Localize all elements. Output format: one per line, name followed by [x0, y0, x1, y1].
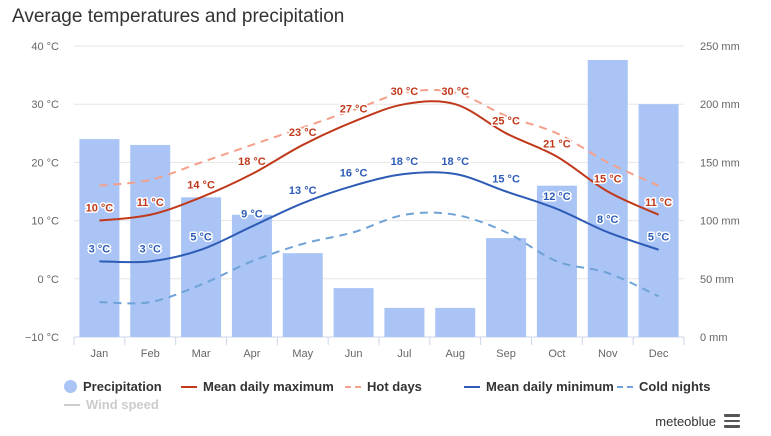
legend-item-precipitation[interactable]: Precipitation	[64, 379, 162, 394]
hot-days-line	[99, 89, 659, 187]
precipitation-bar	[130, 144, 171, 337]
y-right-tick-label: 200 mm	[700, 99, 740, 111]
x-tick-label: Nov	[598, 348, 618, 360]
y-left-tick-label: −10 °C	[25, 332, 59, 344]
legend-symbol-mean-daily-maximum	[181, 385, 197, 388]
y-right-tick-label: 100 mm	[700, 216, 740, 228]
mean-daily-maximum-data-label: 30 °C	[391, 86, 419, 98]
axis-labels: −10 °C 0 °C 10 °C 20 °C 30 °C 40 °C 0 mm 50 mm 1…	[25, 41, 740, 360]
precipitation-bar	[435, 307, 476, 337]
legend-symbol-precipitation	[64, 380, 77, 393]
x-tick-label: Feb	[141, 348, 160, 360]
legend-item-cold-nights[interactable]: Cold nights	[617, 379, 711, 394]
y-left-tick-label: 30 °C	[31, 99, 59, 111]
precipitation-bar	[638, 104, 679, 337]
legend-item-mean-daily-maximum[interactable]: Mean daily maximum	[181, 379, 334, 394]
legend-label-mean-daily-minimum: Mean daily minimum	[486, 379, 614, 394]
y-right-tick-label: 0 mm	[700, 332, 728, 344]
mean-daily-minimum-data-label: 8 °C	[597, 214, 619, 226]
legend-symbol-hot-days	[345, 385, 361, 388]
legend-label-wind-speed: Wind speed	[86, 397, 159, 412]
legend-label-hot-days: Hot days	[367, 379, 422, 394]
legend-item-wind-speed[interactable]: Wind speed	[64, 397, 159, 412]
precipitation-bars	[79, 59, 679, 338]
x-tick-label: Jan	[91, 348, 109, 360]
y-left-tick-label: 20 °C	[31, 157, 59, 169]
hamburger-menu-icon[interactable]	[724, 414, 740, 428]
credit-text[interactable]: meteoblue	[655, 414, 716, 429]
legend-label-precipitation: Precipitation	[83, 379, 162, 394]
x-tick-label: Apr	[243, 348, 260, 360]
mean-daily-minimum-data-label: 3 °C	[139, 243, 161, 255]
y-left-tick-label: 0 °C	[37, 274, 59, 286]
precipitation-bar	[181, 197, 222, 337]
x-tick-label: Jun	[345, 348, 363, 360]
legend-item-mean-daily-minimum[interactable]: Mean daily minimum	[464, 379, 614, 394]
legend-symbol-cold-nights	[617, 385, 633, 388]
mean-daily-maximum-data-label: 14 °C	[187, 179, 215, 191]
mean-daily-maximum-data-label: 25 °C	[492, 115, 520, 127]
precipitation-bar	[231, 214, 272, 337]
y-left-tick-label: 40 °C	[31, 41, 59, 53]
mean-daily-minimum-data-label: 5 °C	[190, 232, 212, 244]
mean-daily-minimum-data-label: 9 °C	[241, 208, 263, 220]
mean-daily-maximum-data-label: 18 °C	[238, 156, 266, 168]
mean-daily-maximum-data-label: 10 °C	[86, 203, 114, 215]
mean-daily-maximum-data-label: 21 °C	[543, 139, 571, 151]
precipitation-bar	[486, 238, 527, 337]
mean-daily-maximum-data-label: 11 °C	[137, 197, 164, 209]
legend-item-hot-days[interactable]: Hot days	[345, 379, 422, 394]
mean-daily-minimum-data-label: 18 °C	[441, 156, 469, 168]
precipitation-bar	[79, 139, 120, 337]
legend-symbol-wind-speed	[64, 403, 80, 406]
mean-daily-maximum-data-label: 30 °C	[441, 86, 469, 98]
mean-daily-maximum-data-label: 27 °C	[340, 104, 368, 116]
legend-symbol-mean-daily-minimum	[464, 385, 480, 388]
legend-label-cold-nights: Cold nights	[639, 379, 711, 394]
mean-daily-minimum-data-label: 12 °C	[543, 191, 571, 203]
temperature-lines	[99, 89, 659, 305]
mean-daily-minimum-data-label: 15 °C	[492, 174, 520, 186]
x-tick-label: Dec	[649, 348, 669, 360]
legend-label-mean-daily-maximum: Mean daily maximum	[203, 379, 334, 394]
cold-nights-line	[99, 211, 659, 305]
mean-daily-maximum-line	[99, 100, 659, 222]
data-labels: 10 °C 11 °C 14 °C 18 °C 23 °C 27 °C 30 °C 30 °C…	[84, 85, 674, 257]
mean-daily-maximum-data-label: 15 °C	[594, 174, 622, 186]
x-tick-label: Mar	[192, 348, 211, 360]
mean-daily-minimum-data-label: 5 °C	[648, 232, 670, 244]
precipitation-bar	[333, 288, 374, 337]
x-tick-label: Jul	[397, 348, 411, 360]
mean-daily-maximum-data-label: 23 °C	[289, 127, 317, 139]
y-left-tick-label: 10 °C	[31, 216, 59, 228]
mean-daily-minimum-line	[99, 171, 659, 264]
mean-daily-minimum-data-label: 13 °C	[289, 185, 317, 197]
y-right-tick-label: 150 mm	[700, 157, 740, 169]
y-right-tick-label: 50 mm	[700, 274, 734, 286]
mean-daily-minimum-data-label: 16 °C	[340, 168, 368, 180]
mean-daily-maximum-data-label: 11 °C	[645, 197, 672, 209]
precipitation-bar	[282, 253, 323, 337]
x-tick-label: Oct	[548, 348, 565, 360]
y-right-tick-label: 250 mm	[700, 41, 740, 53]
mean-daily-minimum-data-label: 3 °C	[89, 243, 111, 255]
precipitation-bar	[384, 307, 425, 337]
x-tick-label: May	[292, 348, 313, 360]
x-tick-label: Aug	[445, 348, 465, 360]
x-tick-label: Sep	[496, 348, 516, 360]
chart-title: Average temperatures and precipitation	[12, 6, 345, 27]
mean-daily-minimum-data-label: 18 °C	[391, 156, 419, 168]
